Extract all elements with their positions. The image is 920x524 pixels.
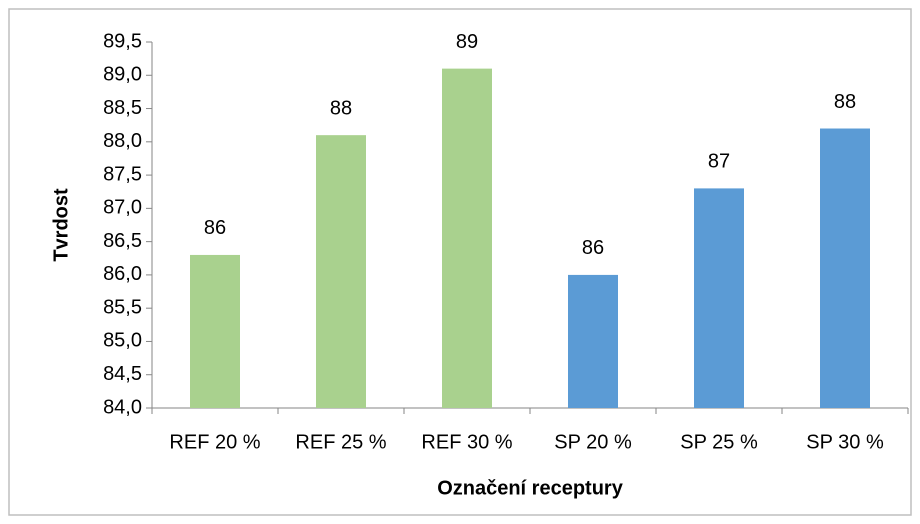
x-tick-label: REF 30 % (421, 431, 512, 453)
x-tick-label: REF 20 % (169, 431, 260, 453)
y-axis-title: Tvrdost (50, 188, 72, 262)
bar (442, 68, 492, 409)
y-tick-label: 85,5 (103, 296, 142, 318)
data-label: 87 (708, 151, 730, 173)
x-tick-label: SP 20 % (554, 431, 632, 453)
y-tick-label: 84,0 (103, 396, 142, 418)
x-tick-label: SP 30 % (806, 431, 884, 453)
x-tick-label: SP 25 % (680, 431, 758, 453)
y-tick-label: 89,0 (103, 64, 142, 86)
data-label: 86 (204, 217, 226, 239)
y-tick-label: 88,5 (103, 97, 142, 119)
data-label: 88 (834, 91, 856, 113)
y-tick-label: 86,5 (103, 230, 142, 252)
y-tick-label: 84,5 (103, 363, 142, 385)
bar (190, 254, 240, 408)
data-label: 86 (582, 237, 604, 259)
data-label: 88 (330, 97, 352, 119)
bar (694, 188, 744, 408)
y-tick-label: 89,5 (103, 30, 142, 52)
y-tick-label: 86,0 (103, 263, 142, 285)
y-tick-label: 87,0 (103, 197, 142, 219)
y-tick-label: 85,0 (103, 330, 142, 352)
x-axis-title: Označení receptury (437, 477, 624, 499)
y-tick-label: 87,5 (103, 163, 142, 185)
bar (316, 135, 366, 408)
y-tick-label: 88,0 (103, 130, 142, 152)
bar (820, 128, 870, 408)
data-label: 89 (456, 31, 478, 53)
x-tick-label: REF 25 % (295, 431, 386, 453)
bar (568, 274, 618, 408)
